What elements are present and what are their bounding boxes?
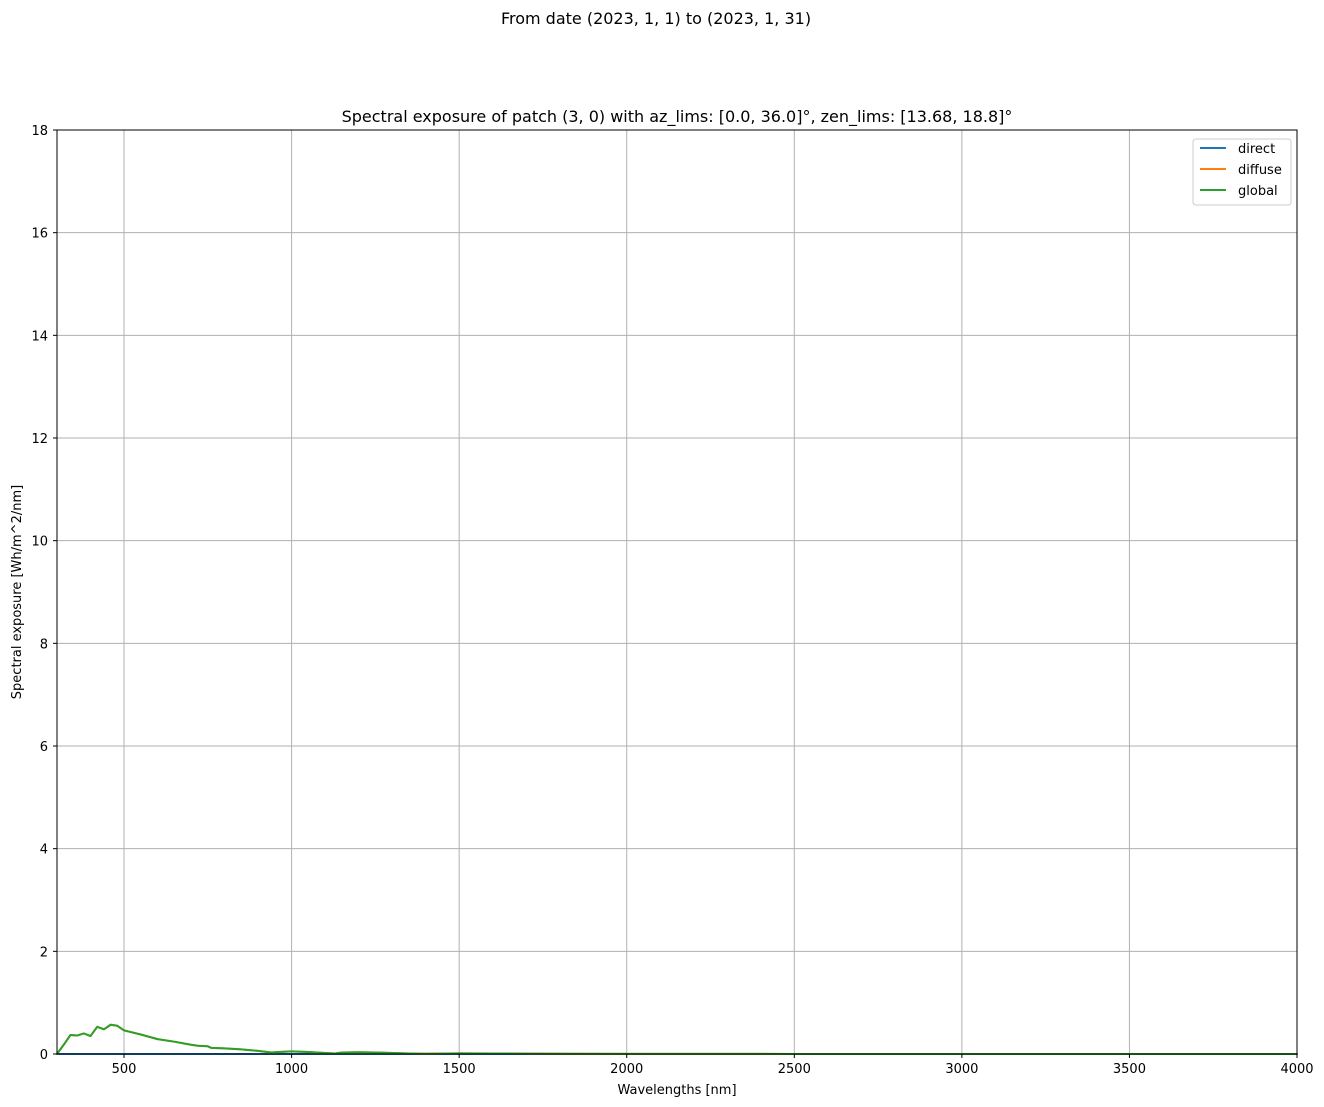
x-axis-ticks: 500 1000 1500 2000 2500 3000 3500 4000 [112, 1054, 1314, 1077]
y-tick-label: 6 [40, 740, 48, 755]
legend-label-global: global [1238, 184, 1278, 199]
legend-label-diffuse: diffuse [1238, 163, 1282, 178]
plot-area-frame [56, 129, 1298, 1055]
y-tick-label: 0 [40, 1048, 48, 1063]
y-tick-label: 2 [40, 945, 48, 960]
y-tick-label: 10 [31, 535, 48, 550]
y-tick-label: 18 [31, 124, 48, 139]
legend-label-direct: direct [1238, 142, 1275, 157]
figure-suptitle: From date (2023, 1, 1) to (2023, 1, 31) [501, 9, 811, 28]
y-tick-label: 12 [31, 432, 48, 447]
plot-area-background [57, 130, 1297, 1054]
y-tick-label: 4 [40, 843, 48, 858]
chart-title: Spectral exposure of patch (3, 0) with a… [342, 107, 1013, 127]
x-tick-label: 3000 [945, 1062, 978, 1077]
x-tick-label: 2000 [610, 1062, 643, 1077]
x-tick-label: 4000 [1280, 1062, 1313, 1077]
x-tick-label: 2500 [778, 1062, 811, 1077]
y-axis-ticks: 0 2 4 6 8 10 12 14 16 18 [31, 124, 57, 1063]
y-axis-label: Spectral exposure [Wh/m^2/nm] [10, 485, 25, 699]
y-tick-label: 16 [31, 227, 48, 242]
x-tick-label: 1000 [275, 1062, 308, 1077]
x-tick-label: 500 [112, 1062, 137, 1077]
y-tick-label: 8 [40, 637, 48, 652]
x-tick-label: 1500 [443, 1062, 476, 1077]
x-axis-label: Wavelengths [nm] [617, 1083, 736, 1098]
y-tick-label: 14 [31, 329, 48, 344]
x-tick-label: 3500 [1113, 1062, 1146, 1077]
legend-box [1192, 138, 1292, 206]
legend: direct diffuse global [1192, 138, 1292, 206]
